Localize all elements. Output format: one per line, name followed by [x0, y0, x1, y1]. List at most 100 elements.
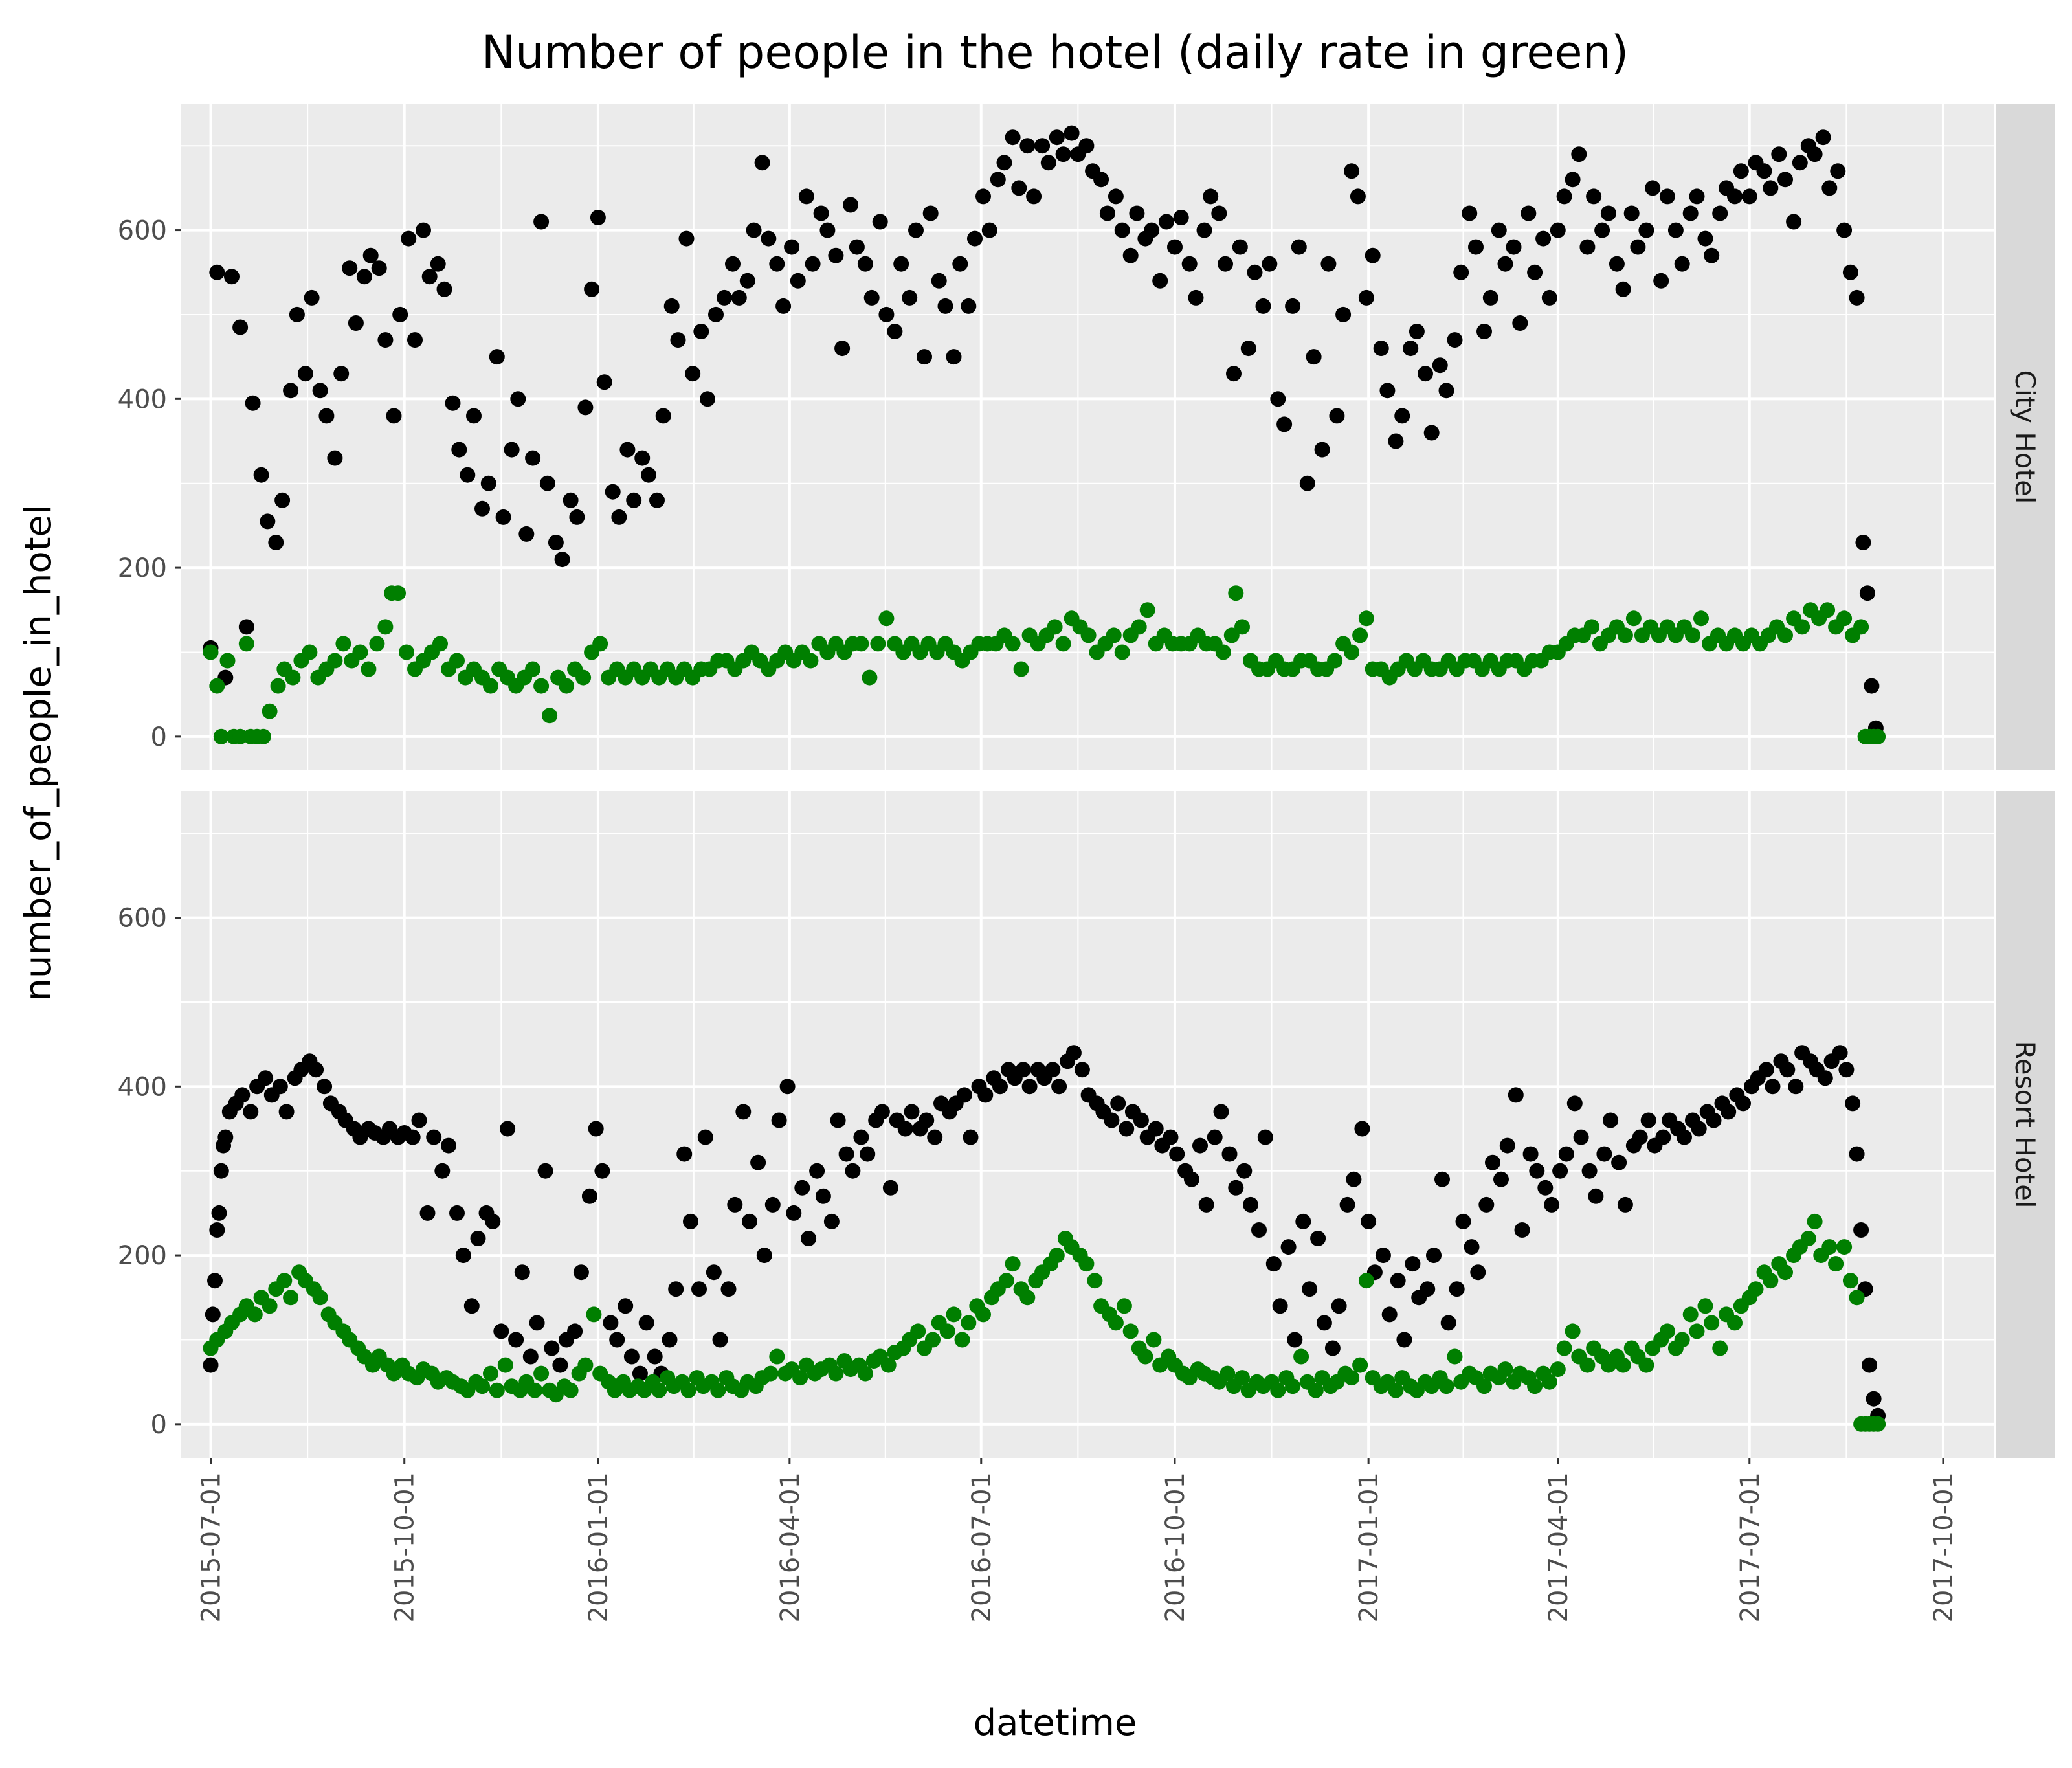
data-point: [217, 1129, 234, 1145]
data-point: [897, 1121, 913, 1137]
data-point: [268, 535, 284, 550]
data-point: [1476, 324, 1492, 339]
chart-title: Number of people in the hotel (daily rat…: [482, 26, 1629, 79]
data-point: [1087, 1273, 1103, 1289]
y-tick-label: 200: [118, 1241, 167, 1271]
data-point: [1455, 1213, 1471, 1229]
data-point: [497, 1357, 513, 1373]
data-point: [1514, 1222, 1530, 1238]
data-point: [605, 484, 621, 500]
data-point: [1771, 146, 1787, 162]
panel-background: [181, 791, 1994, 1458]
y-tick-label: 600: [118, 904, 167, 934]
data-point: [421, 269, 438, 285]
data-point: [720, 1281, 737, 1297]
data-point: [1849, 1146, 1865, 1162]
data-point: [756, 1248, 772, 1264]
data-point: [537, 1163, 553, 1179]
data-point: [1055, 636, 1071, 652]
data-point: [1049, 129, 1065, 146]
data-point: [1497, 256, 1513, 272]
data-point: [603, 1315, 619, 1331]
data-point: [862, 669, 878, 686]
data-point: [1251, 1222, 1267, 1238]
data-point: [623, 1348, 640, 1365]
data-point: [819, 222, 836, 238]
data-point: [1137, 1348, 1153, 1365]
data-point: [493, 1323, 509, 1339]
data-point: [1173, 210, 1189, 225]
data-point: [1556, 188, 1572, 205]
data-point: [1476, 1378, 1492, 1394]
data-point: [882, 1180, 898, 1196]
data-point: [975, 1306, 991, 1323]
data-point: [1721, 1104, 1737, 1120]
panel-0: 0 200 400 600 City Hotel: [118, 104, 2055, 770]
data-point: [956, 1087, 972, 1103]
data-point: [1159, 214, 1174, 230]
data-point: [700, 391, 715, 407]
data-point: [1420, 1281, 1436, 1297]
data-point: [1108, 188, 1124, 205]
x-tick-label: 2016-07-01: [967, 1472, 997, 1622]
data-point: [1051, 1079, 1067, 1095]
data-point: [1243, 1196, 1258, 1213]
data-point: [685, 366, 701, 382]
x-tick-label: 2016-10-01: [1161, 1472, 1190, 1622]
data-point: [1653, 273, 1669, 289]
data-point: [312, 383, 328, 399]
data-point: [362, 247, 379, 263]
data-point: [1379, 383, 1396, 399]
data-point: [1122, 1323, 1139, 1339]
data-point: [1310, 1231, 1326, 1246]
data-point: [1040, 155, 1056, 171]
data-point: [1704, 247, 1720, 263]
data-point: [525, 661, 541, 677]
data-point: [634, 450, 651, 466]
data-point: [1862, 1357, 1878, 1373]
data-point: [463, 1298, 480, 1314]
data-point: [1468, 239, 1484, 255]
data-point: [1697, 1298, 1713, 1314]
data-point: [1550, 222, 1566, 238]
data-point: [1314, 442, 1330, 458]
data-point: [1674, 1332, 1690, 1348]
data-point: [1099, 205, 1115, 221]
data-point: [1065, 1045, 1082, 1061]
data-point: [283, 1290, 299, 1306]
data-point: [1104, 1112, 1120, 1128]
data-point: [333, 366, 350, 382]
data-point: [1689, 188, 1705, 205]
data-point: [1638, 222, 1654, 238]
data-point: [1350, 188, 1366, 205]
data-point: [1659, 188, 1675, 205]
data-point: [1114, 644, 1130, 660]
data-point: [1207, 1129, 1223, 1145]
data-point: [1617, 627, 1633, 643]
data-point: [1464, 1239, 1480, 1255]
data-point: [255, 728, 271, 744]
data-point: [577, 1357, 594, 1373]
data-point: [1550, 1361, 1566, 1378]
data-point: [1763, 180, 1779, 196]
data-point: [1320, 256, 1337, 272]
data-point: [952, 256, 968, 272]
data-point: [1836, 610, 1853, 627]
data-point: [1603, 1112, 1619, 1128]
data-point: [975, 188, 991, 205]
data-point: [632, 1365, 648, 1382]
data-point: [678, 230, 695, 247]
data-point: [1758, 1062, 1774, 1078]
data-point: [904, 1104, 920, 1120]
data-point: [1106, 627, 1122, 643]
data-point: [815, 1188, 831, 1204]
data-point: [845, 1163, 861, 1179]
data-point: [1565, 1323, 1581, 1339]
data-point: [1566, 1095, 1583, 1112]
data-point: [1133, 1112, 1149, 1128]
data-point: [790, 273, 806, 289]
data-point: [586, 1306, 602, 1323]
data-point: [1331, 1298, 1347, 1314]
data-point: [1685, 627, 1700, 643]
